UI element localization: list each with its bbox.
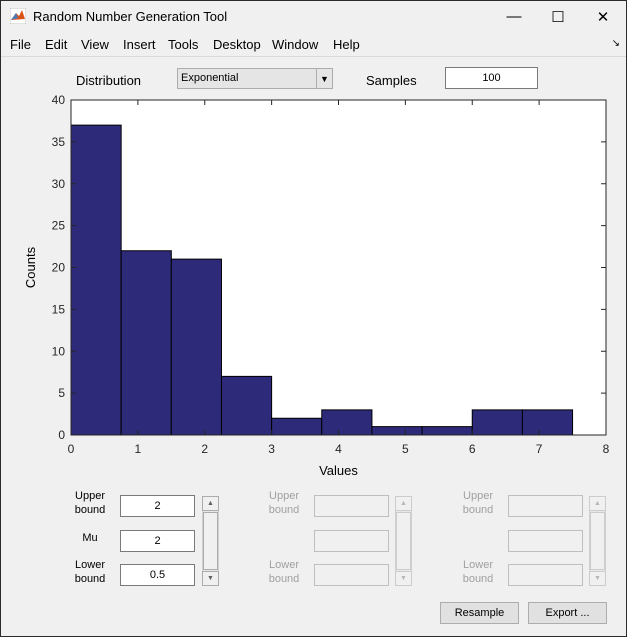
lower-bound-label-3: Lower bound — [462, 559, 494, 585]
lower-bound-input-3 — [508, 564, 583, 586]
x-tick-label: 4 — [335, 442, 342, 456]
x-tick-label: 8 — [603, 442, 610, 456]
matlab-icon — [10, 8, 26, 24]
y-tick-label: 20 — [52, 261, 66, 275]
slider-up-arrow-icon[interactable]: ▲ — [202, 496, 219, 511]
histogram-bar — [170, 258, 222, 436]
y-tick-label: 40 — [52, 93, 66, 107]
mu-label: Mu — [82, 532, 98, 544]
y-tick-label: 5 — [58, 386, 65, 400]
x-axis-label: Values — [319, 463, 358, 478]
upper-bound-label-1: Upper bound — [74, 490, 106, 516]
histogram-bar — [421, 426, 473, 436]
minimize-button[interactable]: — — [506, 8, 522, 25]
samples-label: Samples — [366, 73, 417, 88]
histogram-bar — [271, 417, 323, 436]
slider-up-arrow-icon: ▲ — [589, 496, 606, 511]
mu-input[interactable]: 2 — [120, 530, 195, 552]
histogram-bar — [471, 409, 523, 436]
lower-bound-label-1: Lower bound — [74, 559, 106, 585]
menu-tools[interactable]: Tools — [168, 37, 199, 52]
window-title: Random Number Generation Tool — [33, 9, 228, 24]
y-tick-label: 10 — [52, 344, 66, 358]
lower-bound-label-2: Lower bound — [268, 559, 300, 585]
distribution-value: Exponential — [181, 72, 239, 84]
histogram-bar — [120, 250, 172, 436]
histogram-bar — [321, 409, 373, 436]
menu-file[interactable]: File — [10, 37, 31, 52]
slider-thumb[interactable] — [203, 512, 218, 570]
lower-bound-input-1[interactable]: 0.5 — [120, 564, 195, 586]
menu-desktop[interactable]: Desktop — [213, 37, 261, 52]
x-tick-label: 7 — [536, 442, 543, 456]
histogram-bar — [521, 409, 574, 436]
close-button[interactable]: ✕ — [596, 8, 610, 26]
x-tick-label: 3 — [268, 442, 275, 456]
histogram-chart: 0 1 2 3 4 5 6 7 8 0 5 10 15 20 25 30 35 40 Values Counts — [23, 93, 610, 478]
slider-thumb — [396, 512, 411, 570]
distribution-label: Distribution — [76, 73, 142, 88]
histogram-bar — [371, 426, 423, 436]
x-tick-label: 6 — [469, 442, 476, 456]
x-tick-label: 2 — [201, 442, 208, 456]
distribution-select[interactable]: Exponential ▼ — [177, 68, 333, 89]
histogram-bar — [220, 375, 273, 436]
dock-arrow-icon[interactable]: ↘ — [611, 38, 620, 49]
menu-window[interactable]: Window — [272, 37, 319, 52]
upper-bound-input-2 — [314, 495, 389, 517]
upper-bound-label-2: Upper bound — [268, 490, 300, 516]
mid-param-input-3 — [508, 530, 583, 552]
menu-insert[interactable]: Insert — [123, 37, 156, 52]
histogram-bar — [70, 124, 122, 436]
x-tick-label: 0 — [68, 442, 75, 456]
maximize-button[interactable]: ☐ — [551, 8, 565, 26]
y-axis-label: Counts — [23, 246, 38, 288]
resample-button[interactable]: Resample — [440, 602, 519, 624]
x-tick-label: 5 — [402, 442, 409, 456]
menu-help[interactable]: Help — [333, 37, 360, 52]
lower-bound-input-2 — [314, 564, 389, 586]
upper-bound-input-1[interactable]: 2 — [120, 495, 195, 517]
y-tick-label: 30 — [52, 177, 66, 191]
param-slider-3: ▲ ▼ — [589, 496, 606, 586]
menu-view[interactable]: View — [81, 37, 109, 52]
title-bar: Random Number Generation Tool — ☐ ✕ — [1, 1, 626, 32]
y-tick-label: 25 — [52, 219, 66, 233]
menu-bar: File Edit View Insert Tools Desktop Wind… — [1, 32, 626, 57]
upper-bound-label-3: Upper bound — [462, 490, 494, 516]
chevron-down-icon[interactable]: ▼ — [316, 69, 332, 88]
slider-down-arrow-icon[interactable]: ▼ — [202, 571, 219, 586]
x-tick-label: 1 — [135, 442, 142, 456]
param-slider-1[interactable]: ▲ ▼ — [202, 496, 219, 586]
slider-down-arrow-icon: ▼ — [395, 571, 412, 586]
y-tick-label: 15 — [52, 302, 66, 316]
samples-input[interactable]: 100 — [445, 67, 538, 89]
menu-edit[interactable]: Edit — [45, 37, 68, 52]
y-tick-label: 0 — [58, 428, 65, 442]
y-tick-label: 35 — [52, 135, 66, 149]
slider-up-arrow-icon: ▲ — [395, 496, 412, 511]
param-slider-2: ▲ ▼ — [395, 496, 412, 586]
upper-bound-input-3 — [508, 495, 583, 517]
export-button[interactable]: Export ... — [528, 602, 607, 624]
slider-down-arrow-icon: ▼ — [589, 571, 606, 586]
mid-param-input-2 — [314, 530, 389, 552]
slider-thumb — [590, 512, 605, 570]
